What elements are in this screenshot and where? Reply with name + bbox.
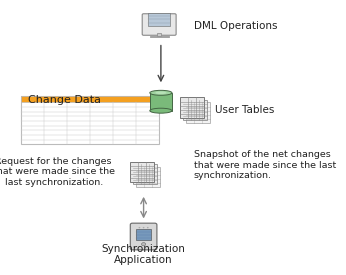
Bar: [21, 96, 159, 144]
Text: Synchronization
Application: Synchronization Application: [102, 244, 185, 265]
Text: Change Data: Change Data: [28, 95, 101, 104]
Bar: [130, 162, 154, 182]
Bar: [148, 13, 170, 26]
Bar: [180, 98, 204, 118]
Bar: [150, 93, 172, 111]
Bar: [157, 33, 161, 36]
Text: User Tables: User Tables: [215, 105, 274, 115]
Circle shape: [143, 227, 145, 228]
Ellipse shape: [150, 108, 172, 113]
Bar: [186, 103, 210, 123]
Bar: [150, 36, 169, 37]
Text: Snapshot of the net changes
that were made since the last
synchronization.: Snapshot of the net changes that were ma…: [194, 150, 336, 180]
Bar: [136, 229, 151, 240]
Bar: [136, 167, 160, 187]
Bar: [133, 164, 157, 184]
Ellipse shape: [155, 92, 166, 94]
Text: DML Operations: DML Operations: [194, 21, 277, 31]
Circle shape: [138, 227, 140, 228]
FancyBboxPatch shape: [142, 14, 176, 35]
Circle shape: [147, 227, 149, 228]
Bar: [21, 96, 159, 102]
Bar: [183, 100, 207, 120]
FancyBboxPatch shape: [130, 223, 157, 250]
Text: Request for the changes
that were made since the
last synchronization.: Request for the changes that were made s…: [0, 157, 115, 187]
Circle shape: [142, 243, 146, 246]
Ellipse shape: [150, 90, 172, 95]
